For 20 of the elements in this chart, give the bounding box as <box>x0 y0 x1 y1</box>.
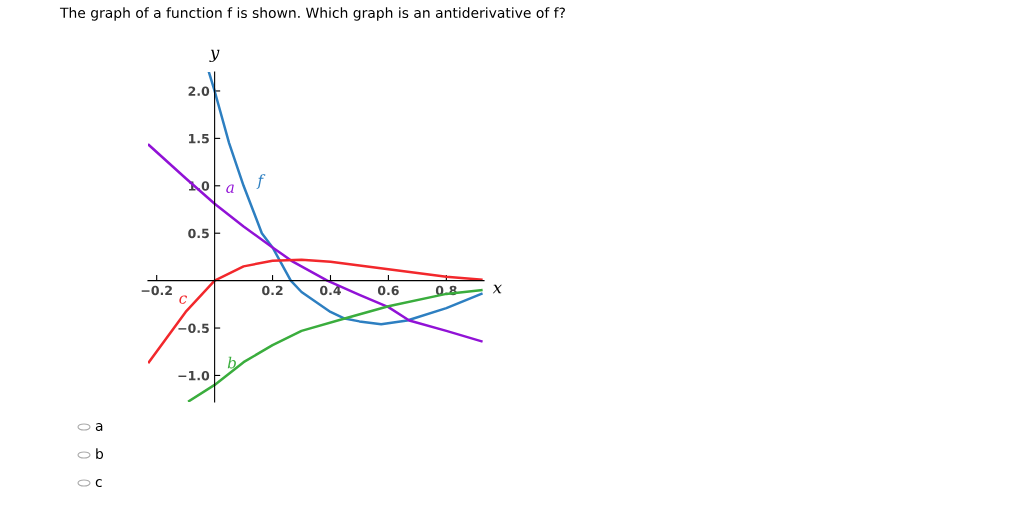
chart-title: The graph of a function f is shown. Which graph is an antiderivative of f? <box>59 7 565 21</box>
x-tick-label: 0.4 <box>320 285 341 296</box>
y-tick-label: 0.5 <box>188 228 209 239</box>
line-series <box>207 72 483 326</box>
series-label: a <box>226 184 234 193</box>
y-tick-label: 2.0 <box>188 86 210 96</box>
series-label: b <box>227 356 236 369</box>
x-tick-label: 0.2 <box>262 285 283 296</box>
y-tick-label: 1.5 <box>189 134 209 144</box>
x-tick-label: −0.2 <box>141 285 172 296</box>
x-tick-label: 0.6 <box>377 285 399 296</box>
series-label: f <box>256 174 266 189</box>
text: c <box>95 479 102 488</box>
y-tick-label: −0.5 <box>178 323 209 333</box>
series-label: c <box>179 295 187 304</box>
text: a <box>95 423 103 432</box>
x-axis-title: x <box>492 284 502 294</box>
y-tick-label: −1.0 <box>178 370 210 381</box>
y-axis-title: y <box>209 49 220 63</box>
text: b <box>96 448 104 460</box>
